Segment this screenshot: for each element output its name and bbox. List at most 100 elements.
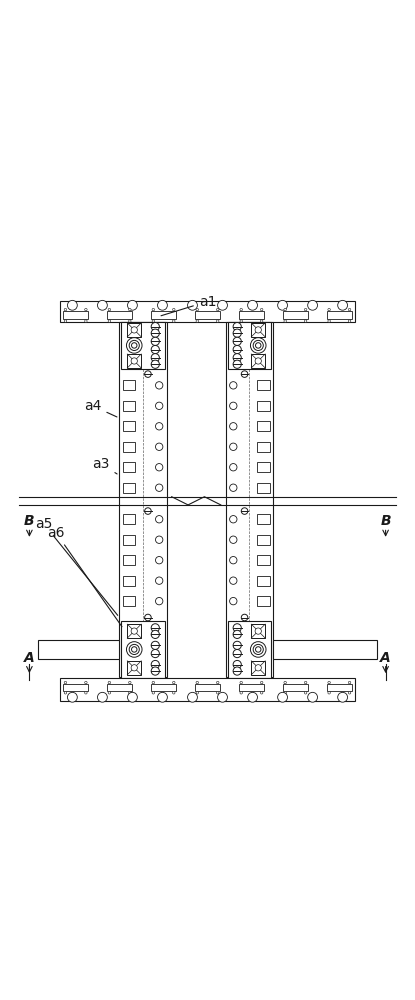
Circle shape	[85, 681, 87, 684]
Circle shape	[348, 320, 351, 322]
Bar	[121, 322, 165, 369]
Circle shape	[233, 323, 241, 331]
Circle shape	[308, 300, 317, 310]
Circle shape	[151, 649, 159, 658]
Circle shape	[156, 464, 163, 471]
Circle shape	[284, 320, 286, 322]
Circle shape	[233, 360, 241, 368]
Circle shape	[156, 484, 163, 491]
Circle shape	[233, 354, 241, 362]
Circle shape	[261, 320, 263, 322]
Circle shape	[131, 665, 137, 671]
Circle shape	[132, 647, 137, 652]
Circle shape	[241, 614, 248, 621]
Circle shape	[68, 692, 77, 702]
Circle shape	[229, 557, 237, 564]
Circle shape	[229, 423, 237, 430]
Bar	[257, 555, 270, 565]
Circle shape	[233, 624, 241, 632]
Circle shape	[196, 320, 198, 322]
Circle shape	[229, 443, 237, 450]
Bar	[123, 483, 135, 493]
Bar	[123, 555, 135, 565]
Bar	[226, 322, 273, 677]
Circle shape	[127, 642, 142, 657]
Circle shape	[108, 308, 111, 311]
Circle shape	[196, 692, 198, 694]
Circle shape	[132, 343, 137, 348]
Circle shape	[328, 681, 330, 684]
Bar	[123, 596, 135, 606]
Circle shape	[304, 692, 307, 694]
Bar	[107, 311, 132, 319]
Bar	[123, 442, 135, 452]
Text: A: A	[24, 651, 35, 665]
Circle shape	[151, 345, 159, 354]
Circle shape	[98, 692, 107, 702]
Circle shape	[129, 681, 131, 684]
Bar	[38, 640, 120, 659]
Circle shape	[145, 508, 151, 514]
Bar	[257, 401, 270, 411]
Circle shape	[229, 597, 237, 605]
Circle shape	[217, 692, 227, 702]
Bar	[239, 684, 264, 691]
Bar	[283, 684, 308, 691]
Circle shape	[233, 641, 241, 649]
Bar	[120, 322, 166, 677]
Circle shape	[98, 300, 107, 310]
Circle shape	[328, 692, 330, 694]
Circle shape	[338, 300, 347, 310]
Circle shape	[217, 681, 219, 684]
Circle shape	[156, 597, 163, 605]
Circle shape	[233, 337, 241, 345]
Circle shape	[229, 464, 237, 471]
Circle shape	[229, 516, 237, 523]
Bar	[227, 322, 271, 369]
Circle shape	[284, 692, 286, 694]
Bar	[257, 483, 270, 493]
Circle shape	[173, 692, 175, 694]
Circle shape	[338, 692, 347, 702]
Circle shape	[229, 577, 237, 584]
Bar	[227, 621, 271, 678]
Circle shape	[85, 308, 87, 311]
Circle shape	[173, 308, 175, 311]
Text: a1: a1	[161, 295, 216, 316]
Circle shape	[284, 308, 286, 311]
Circle shape	[64, 692, 67, 694]
Circle shape	[229, 382, 237, 389]
Circle shape	[229, 484, 237, 491]
Circle shape	[85, 692, 87, 694]
Circle shape	[156, 557, 163, 564]
Circle shape	[253, 644, 263, 655]
Circle shape	[129, 308, 131, 311]
Bar	[127, 323, 141, 337]
Bar	[257, 380, 270, 390]
Bar	[273, 640, 377, 659]
Circle shape	[255, 358, 261, 364]
Circle shape	[253, 340, 263, 350]
Circle shape	[156, 382, 163, 389]
Circle shape	[217, 308, 219, 311]
Circle shape	[248, 692, 257, 702]
Bar	[283, 311, 308, 319]
Circle shape	[284, 681, 286, 684]
Circle shape	[240, 692, 242, 694]
Bar	[239, 311, 264, 319]
Circle shape	[145, 371, 151, 377]
Circle shape	[278, 692, 288, 702]
Circle shape	[158, 692, 167, 702]
Circle shape	[348, 681, 351, 684]
Circle shape	[255, 665, 261, 671]
Circle shape	[188, 300, 198, 310]
Circle shape	[240, 308, 242, 311]
Circle shape	[152, 681, 154, 684]
Circle shape	[255, 327, 261, 333]
Circle shape	[256, 647, 261, 652]
Circle shape	[233, 660, 241, 669]
Bar	[60, 678, 355, 701]
Circle shape	[64, 681, 67, 684]
Circle shape	[64, 308, 67, 311]
Circle shape	[233, 329, 241, 337]
